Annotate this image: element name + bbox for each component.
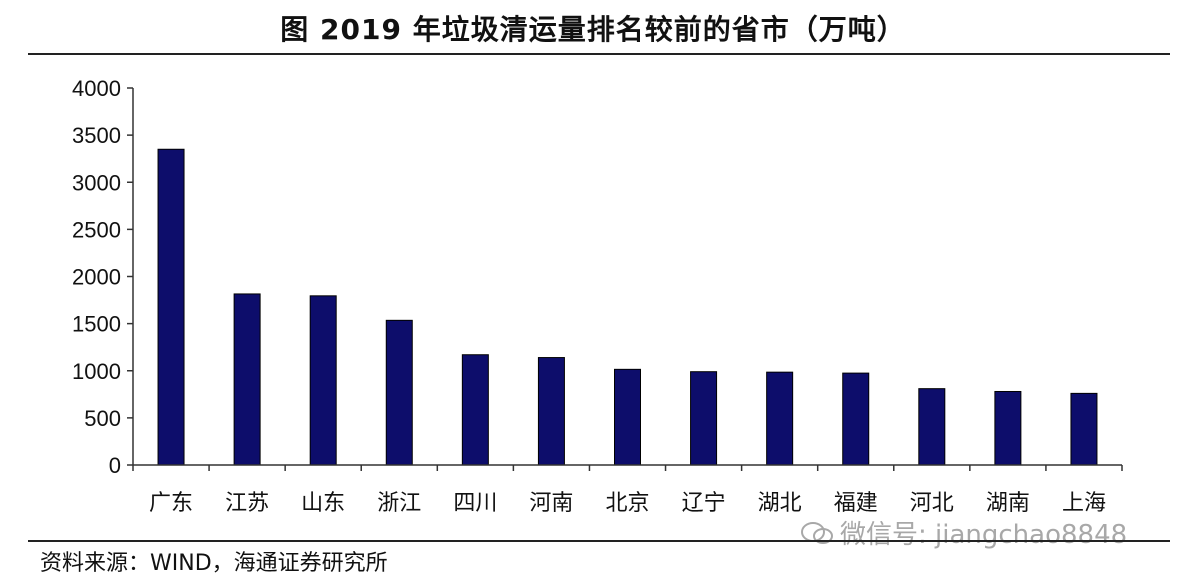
y-tick-label-6: 3000 — [72, 170, 121, 195]
y-tick-label-4: 2000 — [72, 265, 121, 290]
bar-5 — [537, 357, 565, 466]
bar-6 — [614, 368, 641, 466]
bar-chart: 0 500 1000 1500 2000 2500 3000 3500 4000 广东 江苏 山东 浙… — [72, 76, 1123, 516]
bar-8 — [766, 371, 794, 466]
bar-3 — [385, 319, 413, 466]
source-note: 资料来源：WIND，海通证券研究所 — [40, 551, 388, 576]
x-tick-label-3: 浙江 — [377, 491, 421, 516]
bar-12 — [1070, 392, 1098, 466]
bars-layer — [157, 148, 1098, 466]
y-tick-label-8: 4000 — [72, 76, 121, 101]
x-tick-labels: 广东 江苏 山东 浙江 四川 河南 北京 辽宁 湖北 福建 河北 湖南 上海 — [149, 491, 1106, 516]
y-tick-label-5: 2500 — [72, 217, 121, 242]
bar-2 — [309, 295, 337, 466]
x-tick-label-0: 广东 — [149, 491, 193, 516]
x-tick-label-6: 北京 — [605, 491, 649, 516]
bar-11 — [994, 390, 1022, 466]
x-tick-label-2: 山东 — [301, 491, 345, 516]
axes-layer — [127, 87, 1123, 471]
x-tick-label-8: 湖北 — [758, 491, 802, 516]
bar-9 — [842, 372, 870, 466]
x-tick-label-12: 上海 — [1062, 491, 1106, 516]
y-tick-label-0: 0 — [109, 453, 121, 478]
bar-0 — [157, 148, 185, 466]
x-tick-label-11: 湖南 — [986, 491, 1030, 516]
chart-title: 图 2019 年垃圾清运量排名较前的省市（万吨） — [280, 13, 906, 46]
watermark: 微信号: jiangchao8848 — [800, 514, 1127, 551]
y-tick-label-3: 1500 — [72, 312, 121, 337]
x-tick-label-1: 江苏 — [225, 491, 269, 516]
x-tick-label-7: 辽宁 — [682, 491, 726, 516]
bar-7 — [690, 371, 718, 466]
y-tick-label-7: 3500 — [72, 123, 121, 148]
bar-4 — [461, 354, 489, 466]
bottom-rule — [28, 540, 1170, 542]
y-tick-label-2: 1000 — [72, 359, 121, 384]
top-rule — [28, 53, 1170, 55]
bar-10 — [918, 388, 946, 466]
x-tick-label-9: 福建 — [834, 491, 878, 516]
x-tick-label-10: 河北 — [910, 491, 954, 516]
x-tick-label-5: 河南 — [529, 491, 573, 516]
y-tick-labels: 0 500 1000 1500 2000 2500 3000 3500 4000 — [72, 76, 121, 478]
x-tick-label-4: 四川 — [453, 491, 497, 516]
y-tick-label-1: 500 — [84, 406, 121, 431]
wechat-icon — [801, 521, 833, 544]
bar-1 — [233, 293, 261, 466]
watermark-text: 微信号: jiangchao8848 — [840, 520, 1128, 550]
